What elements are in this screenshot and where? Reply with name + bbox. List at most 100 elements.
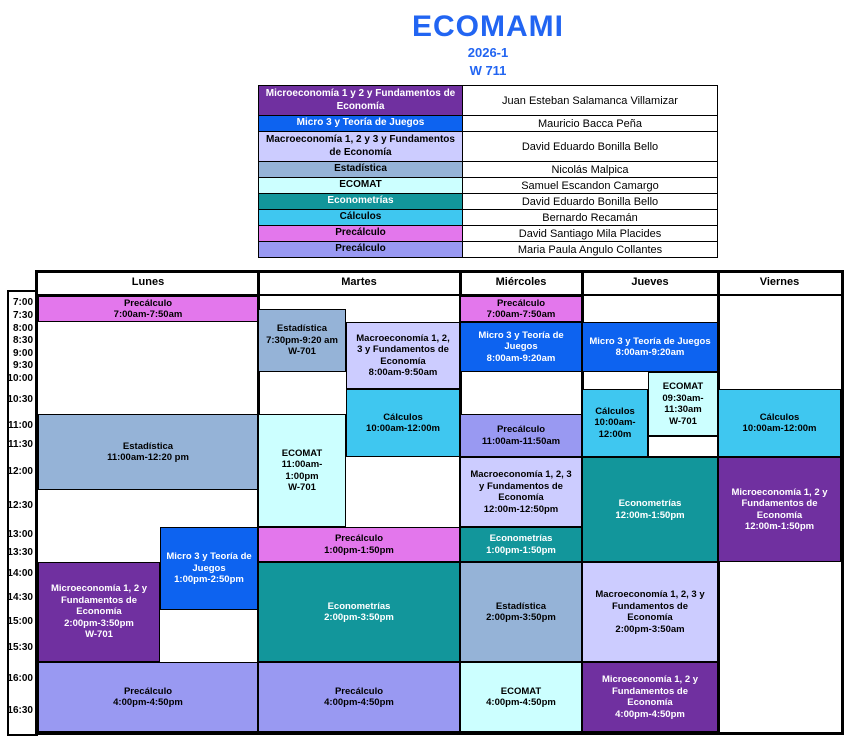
course-block-microeconomia-lunes[interactable]: Microeconomía 1, 2 y Fundamentos de Econ… [38,562,160,662]
course-block-calculos-viernes[interactable]: Cálculos 10:00am-12:00m [718,389,841,457]
legend-course-cell-3[interactable]: Estadística [258,161,463,178]
time-label-1500[interactable]: 15:00 [7,615,33,627]
course-block-calculos-jueves[interactable]: Cálculos 10:00am- 12:00m [582,389,648,457]
header-column-divider [580,272,584,296]
course-block-macroeconomia-miercoles[interactable]: Macroeconomía 1, 2, 3 y Fundamentos de E… [460,457,582,527]
time-label-830[interactable]: 8:30 [12,334,33,346]
time-label-930[interactable]: 9:30 [12,359,33,371]
course-block-macroeconomia-martes[interactable]: Macroeconomía 1, 2, 3 y Fundamentos de E… [346,322,460,389]
time-label-1300[interactable]: 13:00 [7,528,33,540]
course-block-econometrias-jueves[interactable]: Econometrías 12:00m-1:50pm [582,457,718,562]
course-block-econometrias-martes[interactable]: Econometrías 2:00pm-3:50pm [258,562,460,662]
course-block-empty-jueves[interactable] [648,436,718,457]
header-column-divider [458,272,462,296]
time-label-1630[interactable]: 16:30 [7,704,33,716]
legend-course-cell-0[interactable]: Microeconomía 1 y 2 y Fundamentos de Eco… [258,85,463,116]
legend-course-cell-1[interactable]: Micro 3 y Teoría de Juegos [258,115,463,132]
day-header-miercoles[interactable]: Miércoles [495,276,547,288]
time-label-1100[interactable]: 11:00 [7,419,33,431]
time-label-1430[interactable]: 14:30 [7,591,33,603]
course-block-calculos-martes[interactable]: Cálculos 10:00am-12:00m [346,389,460,457]
course-block-precalculo-miercoles[interactable]: Precálculo 7:00am-7:50am [460,296,582,322]
legend-professor-cell-6[interactable]: Bernardo Recamán [462,209,718,226]
term-label: 2026-1 [467,45,509,60]
time-label-1000[interactable]: 10:00 [7,372,33,384]
legend-row: Econometrías David Eduardo Bonilla Bello [258,193,718,210]
legend-professor-cell-1[interactable]: Mauricio Bacca Peña [462,115,718,132]
legend-row: Precálculo Maria Paula Angulo Collantes [258,241,718,258]
course-block-text: Precálculo 4:00pm-4:50pm [113,685,183,709]
legend-row: Cálculos Bernardo Recamán [258,209,718,226]
course-block-precalculo-miercoles[interactable]: Precálculo 11:00am-11:50am [460,414,582,457]
day-header-jueves[interactable]: Jueves [631,276,669,288]
course-block-ecomat-miercoles[interactable]: ECOMAT 4:00pm-4:50pm [460,662,582,732]
legend-course-cell-5[interactable]: Econometrías [258,193,463,210]
course-block-text: Microeconomía 1, 2 y Fundamentos de Econ… [601,674,699,720]
header-column-divider [256,272,260,296]
course-block-text: Precálculo 7:00am-7:50am [486,297,556,321]
course-block-econometrias-miercoles[interactable]: Econometrías 1:00pm-1:50pm [460,527,582,562]
legend-professor-cell-3[interactable]: Nicolás Malpica [462,161,718,178]
legend-professor-cell-2[interactable]: David Eduardo Bonilla Bello [462,131,718,162]
course-block-microeconomia-jueves[interactable]: Microeconomía 1, 2 y Fundamentos de Econ… [582,662,718,732]
day-header-martes[interactable]: Martes [341,276,377,288]
page-title: ECOMAMI [412,10,564,43]
time-label-730[interactable]: 7:30 [12,309,33,321]
time-label-900[interactable]: 9:00 [12,347,33,359]
legend-course-cell-7[interactable]: Precálculo [258,225,463,242]
time-label-1030[interactable]: 10:30 [7,393,33,405]
legend-course-cell-8[interactable]: Precálculo [258,241,463,258]
legend-professor-cell-7[interactable]: David Santiago Mila Placides [462,225,718,242]
course-block-micro-3-lunes[interactable]: Micro 3 y Teoría de Juegos 1:00pm-2:50pm [160,527,258,610]
course-block-estadistica-martes[interactable]: Estadística 7:30pm-9:20 am W-701 [258,309,346,372]
course-block-estadistica-miercoles[interactable]: Estadística 2:00pm-3:50pm [460,562,582,662]
course-block-macroeconomia-jueves[interactable]: Macroeconomía 1, 2, 3 y Fundamentos de E… [582,562,718,662]
legend-row: Micro 3 y Teoría de Juegos Mauricio Bacca… [258,115,718,132]
time-label-1130[interactable]: 11:30 [7,438,33,450]
course-block-ecomat-martes[interactable]: ECOMAT 11:00am- 1:00pm W-701 [258,414,346,527]
time-label-1200[interactable]: 12:00 [7,465,33,477]
time-label-1530[interactable]: 15:30 [7,641,33,653]
time-label-1600[interactable]: 16:00 [7,672,33,684]
course-block-ecomat-jueves[interactable]: ECOMAT 09:30am- 11:30am W-701 [648,372,718,436]
legend-row: Estadística Nicolás Malpica [258,161,718,178]
legend-professor-cell-8[interactable]: Maria Paula Angulo Collantes [462,241,718,258]
time-label-800[interactable]: 8:00 [12,322,33,334]
course-block-text: Micro 3 y Teoría de Juegos 8:00am-9:20am [478,329,564,364]
course-block-micro-3-miercoles[interactable]: Micro 3 y Teoría de Juegos 8:00am-9:20am [460,322,582,372]
course-block-text: ECOMAT 4:00pm-4:50pm [486,685,556,709]
time-label-700[interactable]: 7:00 [12,296,33,308]
time-label-1330[interactable]: 13:30 [7,546,33,558]
course-block-text: Microeconomía 1, 2 y Fundamentos de Econ… [50,583,148,641]
legend-row: ECOMAT Samuel Escandon Camargo [258,177,718,194]
course-block-text: Estadística 2:00pm-3:50pm [486,600,556,624]
course-block-micro-3-jueves[interactable]: Micro 3 y Teoría de Juegos 8:00am-9:20am [582,322,718,372]
course-block-precalculo-martes[interactable]: Precálculo 1:00pm-1:50pm [258,527,460,562]
legend-row: Microeconomía 1 y 2 y Fundamentos de Eco… [258,85,718,116]
course-block-text: Macroeconomía 1, 2, 3 y Fundamentos de E… [595,589,705,635]
legend-professor-cell-0[interactable]: Juan Esteban Salamanca Villamizar [462,85,718,116]
course-block-precalculo-lunes[interactable]: Precálculo 7:00am-7:50am [38,296,258,322]
course-block-text: Macroeconomía 1, 2, 3 y Fundamentos de E… [356,332,450,379]
legend-course-cell-6[interactable]: Cálculos [258,209,463,226]
legend-professor-cell-5[interactable]: David Eduardo Bonilla Bello [462,193,718,210]
schedule-grid: Precálculo 7:00am-7:50am Estadística 11:0… [38,296,841,732]
day-header-viernes[interactable]: Viernes [759,276,800,288]
legend-course-cell-4[interactable]: ECOMAT [258,177,463,194]
legend-professor-cell-4[interactable]: Samuel Escandon Camargo [462,177,718,194]
course-block-text: ECOMAT 11:00am- 1:00pm W-701 [281,447,323,494]
time-label-1230[interactable]: 12:30 [7,499,33,511]
course-block-text: Micro 3 y Teoría de Juegos 1:00pm-2:50pm [166,551,252,586]
legend-table: Microeconomía 1 y 2 y Fundamentos de Eco… [258,85,718,258]
title-area: ECOMAMI 2026-1 W 711 [258,0,718,80]
course-block-precalculo-lunes[interactable]: Precálculo 4:00pm-4:50pm [38,662,258,732]
course-block-precalculo-martes[interactable]: Precálculo 4:00pm-4:50pm [258,662,460,732]
course-block-microeconomia-viernes[interactable]: Microeconomía 1, 2 y Fundamentos de Econ… [718,457,841,562]
legend-rows: Microeconomía 1 y 2 y Fundamentos de Eco… [258,85,718,258]
time-label-1400[interactable]: 14:00 [7,567,33,579]
course-block-text: Microeconomía 1, 2 y Fundamentos de Econ… [731,486,828,533]
course-block-estadistica-lunes[interactable]: Estadística 11:00am-12:20 pm [38,414,258,490]
legend-course-cell-2[interactable]: Macroeconomía 1, 2 y 3 y Fundamentos de … [258,131,463,162]
day-header-lunes[interactable]: Lunes [131,276,165,288]
